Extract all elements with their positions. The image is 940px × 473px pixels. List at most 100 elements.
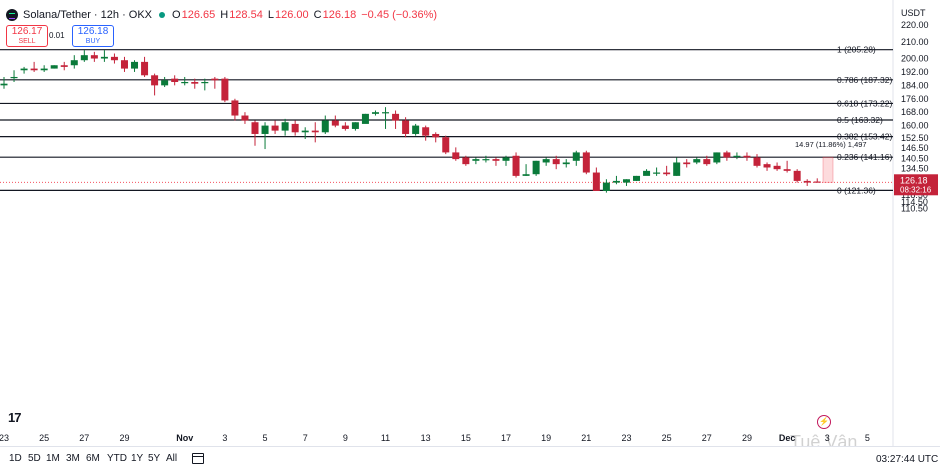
- candle-up[interactable]: [10, 76, 18, 79]
- measure-range-box[interactable]: [822, 156, 834, 183]
- range-button-ytd[interactable]: YTD: [107, 453, 127, 464]
- candle-down[interactable]: [402, 120, 410, 134]
- candle-up[interactable]: [261, 125, 269, 134]
- candle-down[interactable]: [753, 157, 761, 166]
- candle-down[interactable]: [241, 115, 249, 121]
- candle-up[interactable]: [562, 162, 570, 165]
- candle-down[interactable]: [703, 159, 711, 165]
- candle-down[interactable]: [462, 157, 470, 165]
- candle-up[interactable]: [713, 152, 721, 163]
- candle-down[interactable]: [231, 100, 239, 116]
- candle-down[interactable]: [492, 159, 500, 161]
- candle-down[interactable]: [251, 122, 259, 134]
- candle-up[interactable]: [0, 83, 8, 86]
- candle-up[interactable]: [602, 182, 610, 191]
- candle-up[interactable]: [653, 172, 661, 174]
- candle-up[interactable]: [472, 159, 480, 161]
- candle-down[interactable]: [582, 152, 590, 173]
- candle-up[interactable]: [643, 170, 651, 176]
- candle-down[interactable]: [743, 155, 751, 158]
- candle-down[interactable]: [803, 180, 811, 183]
- candle-down[interactable]: [291, 123, 299, 133]
- lightning-icon[interactable]: ⚡: [817, 415, 831, 429]
- candle-down[interactable]: [723, 152, 731, 158]
- candle-up[interactable]: [382, 112, 390, 114]
- candle-down[interactable]: [552, 159, 560, 165]
- candle-down[interactable]: [221, 78, 229, 101]
- candle-down[interactable]: [763, 164, 771, 168]
- candle-up[interactable]: [321, 120, 329, 133]
- candle-up[interactable]: [100, 56, 108, 59]
- candle-up[interactable]: [572, 152, 580, 161]
- candle-up[interactable]: [532, 160, 540, 175]
- buy-button[interactable]: 126.18 BUY: [72, 25, 114, 47]
- candle-up[interactable]: [181, 82, 189, 84]
- candle-up[interactable]: [412, 125, 420, 134]
- candle-down[interactable]: [512, 155, 520, 176]
- candle-down[interactable]: [151, 75, 159, 86]
- range-button-3m[interactable]: 3M: [66, 453, 80, 464]
- candle-down[interactable]: [331, 120, 339, 126]
- candle-down[interactable]: [432, 133, 440, 138]
- symbol-title[interactable]: Solana/Tether · 12h · OKX: [23, 9, 153, 21]
- candle-down[interactable]: [110, 56, 118, 61]
- candle-up[interactable]: [612, 180, 620, 183]
- range-button-5y[interactable]: 5Y: [148, 453, 161, 464]
- candle-up[interactable]: [673, 162, 681, 176]
- candle-up[interactable]: [80, 55, 88, 61]
- tradingview-logo-icon[interactable]: 17: [8, 410, 22, 425]
- candle-up[interactable]: [542, 159, 550, 163]
- range-button-6m[interactable]: 6M: [86, 453, 100, 464]
- range-button-1y[interactable]: 1Y: [131, 453, 144, 464]
- candle-up[interactable]: [40, 68, 48, 71]
- candle-down[interactable]: [773, 165, 781, 170]
- range-button-5d[interactable]: 5D: [28, 453, 41, 464]
- candle-down[interactable]: [30, 68, 38, 71]
- candle-up[interactable]: [693, 159, 701, 163]
- currency-selector[interactable]: USDT: [901, 8, 926, 18]
- candle-down[interactable]: [683, 162, 691, 165]
- candle-up[interactable]: [502, 157, 510, 161]
- utc-clock[interactable]: 03:27:44 UTC: [876, 454, 939, 465]
- candle-up[interactable]: [281, 122, 289, 131]
- candle-up[interactable]: [20, 68, 28, 71]
- range-button-1d[interactable]: 1D: [9, 453, 22, 464]
- candle-up[interactable]: [733, 155, 741, 157]
- candle-up[interactable]: [633, 175, 641, 181]
- candle-down[interactable]: [813, 181, 821, 183]
- candle-down[interactable]: [793, 170, 801, 181]
- candle-up[interactable]: [371, 112, 379, 114]
- candle-down[interactable]: [592, 172, 600, 191]
- candle-down[interactable]: [783, 169, 791, 171]
- candle-down[interactable]: [422, 127, 430, 136]
- candle-down[interactable]: [271, 125, 279, 131]
- candle-down[interactable]: [211, 78, 219, 81]
- candle-up[interactable]: [131, 61, 139, 69]
- candle-up[interactable]: [351, 122, 359, 129]
- candle-down[interactable]: [341, 125, 349, 129]
- candle-up[interactable]: [361, 113, 369, 124]
- calendar-icon[interactable]: [192, 453, 204, 464]
- candle-up[interactable]: [301, 130, 309, 133]
- candle-up[interactable]: [522, 174, 530, 176]
- candle-down[interactable]: [60, 65, 68, 67]
- range-button-1m[interactable]: 1M: [46, 453, 60, 464]
- candle-up[interactable]: [161, 80, 169, 86]
- candle-down[interactable]: [392, 113, 400, 121]
- candle-up[interactable]: [201, 82, 209, 84]
- candle-down[interactable]: [452, 152, 460, 160]
- candle-down[interactable]: [191, 82, 199, 84]
- candle-down[interactable]: [90, 55, 98, 59]
- candle-down[interactable]: [120, 60, 128, 69]
- candle-down[interactable]: [171, 78, 179, 83]
- candle-up[interactable]: [482, 159, 490, 161]
- sell-button[interactable]: 126.17 SELL: [6, 25, 48, 47]
- candle-down[interactable]: [141, 61, 149, 76]
- candle-up[interactable]: [50, 65, 58, 69]
- candle-down[interactable]: [311, 130, 319, 133]
- range-button-all[interactable]: All: [166, 453, 178, 464]
- candle-down[interactable]: [663, 172, 671, 175]
- candle-up[interactable]: [622, 179, 630, 183]
- candle-down[interactable]: [442, 137, 450, 153]
